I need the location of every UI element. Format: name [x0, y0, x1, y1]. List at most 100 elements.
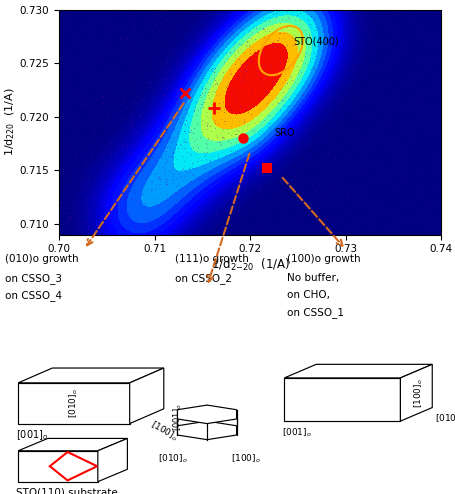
Point: [91, 139, 99, 147]
Point: [379, 61, 386, 69]
Point: [334, 56, 341, 64]
Point: [161, 178, 168, 186]
Point: [331, 175, 338, 183]
Point: [120, 164, 127, 171]
Point: [194, 157, 201, 165]
Point: [140, 99, 147, 107]
Point: [170, 108, 177, 116]
Point: [222, 217, 229, 225]
Point: [106, 79, 114, 86]
Point: [97, 157, 104, 165]
Point: [343, 83, 350, 91]
Point: [316, 203, 323, 211]
Point: [328, 135, 335, 143]
Point: [177, 166, 185, 174]
Point: [172, 47, 180, 55]
Point: [136, 165, 143, 173]
Point: [126, 52, 133, 60]
Point: [268, 63, 275, 71]
Point: [161, 62, 168, 70]
Point: [216, 140, 223, 148]
Point: [242, 225, 249, 233]
Point: [409, 216, 416, 224]
Point: [66, 49, 73, 57]
Point: [361, 24, 368, 32]
Point: [273, 42, 281, 50]
Point: [131, 222, 138, 230]
Point: [171, 32, 178, 40]
Point: [234, 46, 242, 54]
Point: [81, 8, 88, 16]
Point: [151, 116, 158, 124]
Point: [177, 95, 185, 103]
Point: [112, 120, 120, 128]
Point: [364, 46, 371, 54]
Point: [107, 120, 115, 128]
Point: [342, 8, 349, 16]
Point: [160, 57, 167, 65]
Point: [155, 162, 162, 170]
Point: [228, 70, 235, 78]
Point: [180, 126, 187, 134]
Point: [152, 20, 159, 28]
Point: [231, 28, 238, 36]
Point: [409, 132, 416, 140]
Point: [247, 85, 254, 93]
Point: [196, 50, 203, 58]
Point: [324, 124, 332, 132]
Point: [157, 12, 164, 20]
Point: [180, 126, 187, 134]
Point: [280, 115, 287, 123]
Point: [273, 43, 280, 51]
Point: [250, 45, 258, 53]
Point: [225, 207, 232, 215]
Point: [142, 222, 149, 230]
Point: [207, 87, 215, 95]
Point: [169, 172, 176, 180]
Point: [268, 78, 276, 86]
Point: [308, 197, 315, 205]
Point: [207, 58, 214, 66]
Point: [167, 220, 174, 228]
Point: [339, 82, 347, 90]
Point: [428, 129, 435, 137]
Point: [95, 156, 102, 164]
Point: [168, 19, 176, 27]
Point: [196, 58, 203, 66]
Point: [346, 47, 353, 55]
Point: [168, 147, 175, 155]
Point: [264, 112, 272, 120]
Point: [177, 119, 184, 127]
Point: [236, 179, 243, 187]
Point: [95, 43, 102, 51]
Point: [67, 101, 74, 109]
Point: [129, 65, 136, 73]
Point: [256, 225, 263, 233]
Point: [198, 127, 205, 135]
Point: [258, 198, 266, 206]
Point: [171, 126, 178, 134]
Point: [172, 51, 180, 59]
Point: [259, 49, 267, 57]
Point: [355, 202, 363, 209]
Point: [240, 133, 247, 141]
Point: [291, 108, 298, 116]
Point: [123, 214, 130, 222]
Point: [278, 142, 285, 150]
Point: [202, 41, 210, 49]
Point: [159, 60, 167, 68]
Point: [394, 226, 401, 234]
Point: [157, 84, 164, 92]
Point: [77, 101, 85, 109]
Point: [406, 136, 413, 144]
Point: [184, 109, 191, 117]
Point: [256, 111, 263, 119]
Point: [250, 101, 258, 109]
Point: [205, 88, 212, 96]
Point: [143, 13, 150, 21]
Point: [122, 161, 130, 168]
Point: [84, 219, 91, 227]
Point: [263, 68, 270, 76]
Point: [114, 207, 121, 215]
Point: [302, 141, 309, 149]
